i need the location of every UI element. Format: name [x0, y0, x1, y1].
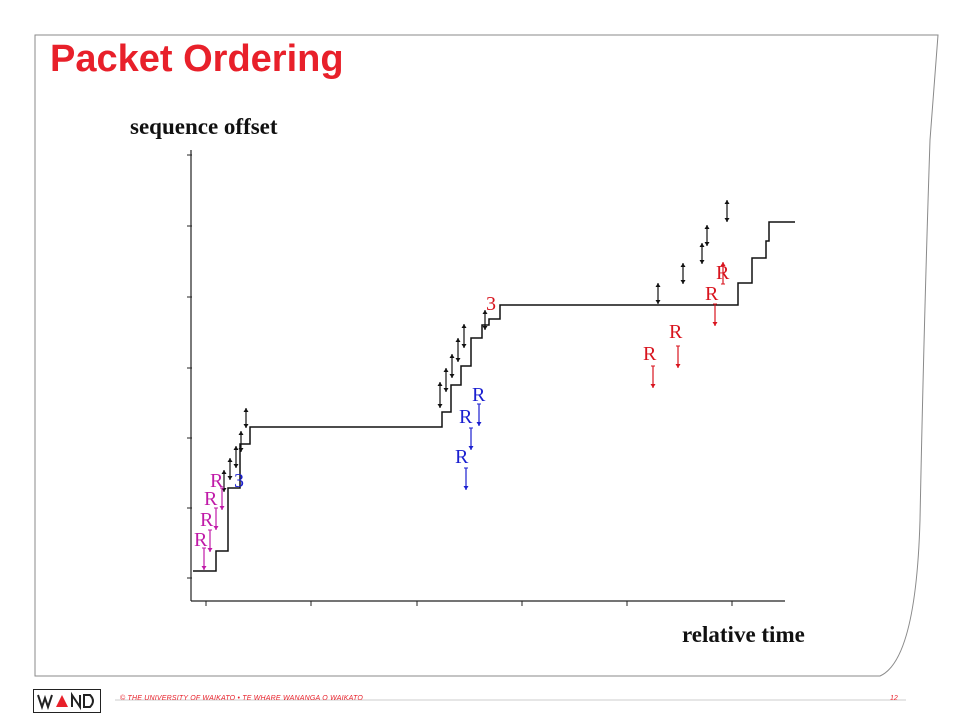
footer-text: © THE UNIVERSITY OF WAIKATO • TE WHARE W… — [120, 695, 363, 702]
axes — [187, 150, 785, 606]
annotation-label: R — [705, 283, 719, 305]
annotation-label: 3 — [234, 470, 244, 492]
packet-arrow — [461, 324, 467, 348]
annotation-label: R — [210, 470, 224, 492]
x-axis-label: relative time — [682, 622, 805, 647]
packet-arrow — [655, 283, 661, 304]
packet-arrow — [482, 310, 488, 330]
packet-arrow — [680, 263, 686, 284]
packet-arrow — [201, 547, 207, 570]
packet-arrow — [455, 338, 461, 362]
page-number: 12 — [890, 695, 898, 702]
wand-logo — [33, 689, 101, 713]
annotation-label: R — [204, 488, 218, 510]
sequence-trace — [193, 221, 795, 572]
annotation-label: R — [200, 509, 214, 531]
packet-arrow — [207, 529, 213, 552]
packet-arrow — [650, 365, 656, 388]
annotation-label: R — [472, 384, 486, 406]
annotation-label: R — [669, 321, 683, 343]
packet-arrow — [712, 303, 718, 326]
packet-arrow — [243, 408, 249, 428]
annotation-label: R — [716, 262, 730, 284]
annotation-label: R — [643, 343, 657, 365]
packet-arrow — [720, 262, 726, 285]
packet-arrow — [699, 243, 705, 264]
annotation-label: R — [194, 529, 208, 551]
annotation-label: 3 — [486, 293, 496, 315]
packet-arrow — [238, 431, 244, 452]
annotation-label: R — [459, 406, 473, 428]
packet-arrows — [201, 200, 730, 570]
packet-arrow — [227, 458, 233, 480]
packet-arrow — [463, 467, 469, 490]
packet-arrow — [213, 507, 219, 530]
packet-arrow — [219, 487, 225, 510]
packet-arrow — [468, 427, 474, 450]
slide-title: Packet Ordering — [50, 38, 344, 80]
packet-arrow — [704, 225, 710, 246]
packet-arrow — [476, 403, 482, 426]
packet-arrow — [233, 446, 239, 468]
packet-arrow — [724, 200, 730, 222]
step-line — [193, 221, 795, 572]
packet-arrow — [449, 354, 455, 378]
packet-arrow — [675, 345, 681, 368]
annotation-label: R — [455, 446, 469, 468]
y-axis-label: sequence offset — [130, 114, 278, 139]
packet-arrow — [443, 368, 449, 392]
packet-arrow — [437, 382, 443, 408]
